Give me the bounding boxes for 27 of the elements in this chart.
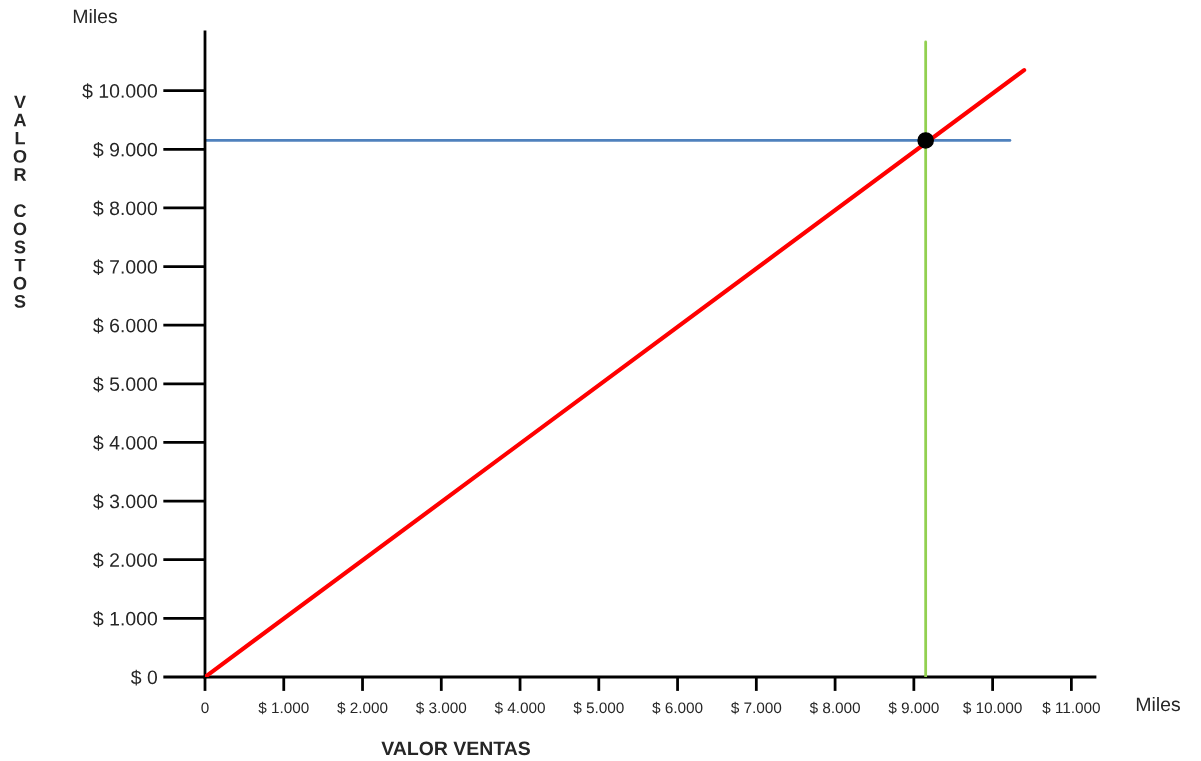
x-tick-label: $ 7.000 <box>731 701 782 715</box>
text: Miles <box>73 8 117 24</box>
x-tick-label: $ 8.000 <box>809 701 860 715</box>
y-tick-label: $ 4.000 <box>93 435 158 451</box>
x-tick-label: $ 2.000 <box>337 701 388 715</box>
x-tick-label: $ 10.000 <box>963 701 1022 715</box>
x-tick-label: $ 11.000 <box>1042 701 1100 715</box>
y-tick-label: $ 3.000 <box>93 493 158 510</box>
y-tick-label: $ 2.000 <box>93 552 158 569</box>
x-tick-label: $ 3.000 <box>415 701 467 715</box>
y-tick-label: $ 8.000 <box>93 200 158 217</box>
x-tick-label: $ 5.000 <box>573 701 624 715</box>
x-tick-label: $ 9.000 <box>888 701 939 715</box>
x-tick-label: 0 <box>201 702 209 714</box>
y-tick-label: $ 0 <box>130 669 158 686</box>
y-tick-label: $ 7.000 <box>93 259 158 275</box>
x-tick-label: $ 4.000 <box>494 701 545 715</box>
x-tick-label: $ 6.000 <box>652 701 703 715</box>
x-tick-label: $ 1.000 <box>258 701 309 715</box>
text: VALOR COSTOS <box>13 95 27 308</box>
y-tick-label: $ 10.000 <box>82 83 158 100</box>
text: Miles <box>1136 696 1180 712</box>
y-tick-label: $ 1.000 <box>93 611 158 627</box>
y-tick-label: $ 9.000 <box>93 141 158 158</box>
y-tick-label: $ 6.000 <box>93 317 158 334</box>
x-axis-title: VALOR VENTAS <box>381 741 530 756</box>
y-tick-label: $ 5.000 <box>93 376 158 393</box>
